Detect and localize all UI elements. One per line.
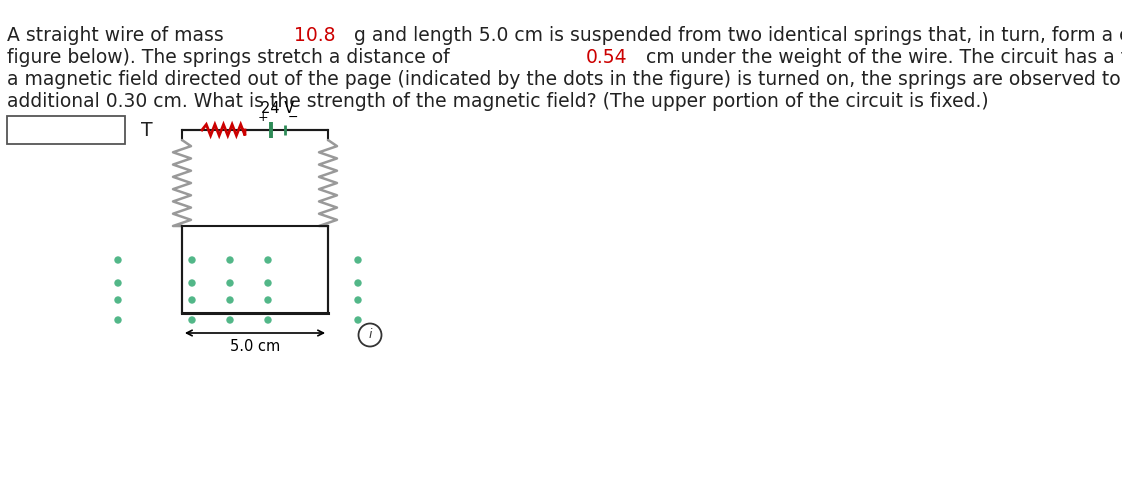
Circle shape — [188, 257, 195, 263]
Text: g and length 5.0 cm is suspended from two identical springs that, in turn, form : g and length 5.0 cm is suspended from tw… — [348, 26, 1122, 45]
Circle shape — [265, 297, 272, 303]
Text: figure below). The springs stretch a distance of: figure below). The springs stretch a dis… — [7, 48, 456, 67]
Text: i: i — [368, 328, 371, 341]
Circle shape — [227, 317, 233, 323]
Circle shape — [265, 317, 272, 323]
Circle shape — [355, 297, 361, 303]
Circle shape — [188, 280, 195, 286]
Circle shape — [188, 317, 195, 323]
Text: additional 0.30 cm. What is the strength of the magnetic field? (The upper porti: additional 0.30 cm. What is the strength… — [7, 92, 988, 111]
Circle shape — [227, 280, 233, 286]
Circle shape — [114, 317, 121, 323]
Text: +: + — [258, 111, 268, 124]
Circle shape — [114, 280, 121, 286]
Text: −: − — [287, 111, 298, 124]
Circle shape — [188, 297, 195, 303]
Circle shape — [355, 280, 361, 286]
Text: A straight wire of mass: A straight wire of mass — [7, 26, 230, 45]
Circle shape — [265, 257, 272, 263]
Text: T: T — [141, 121, 153, 140]
Circle shape — [114, 297, 121, 303]
Circle shape — [265, 280, 272, 286]
Text: cm under the weight of the wire. The circuit has a total resistance of: cm under the weight of the wire. The cir… — [640, 48, 1122, 67]
Circle shape — [227, 297, 233, 303]
Circle shape — [355, 257, 361, 263]
Text: 10.8: 10.8 — [294, 26, 335, 45]
Circle shape — [227, 257, 233, 263]
Text: 24 V: 24 V — [261, 101, 295, 116]
Circle shape — [355, 317, 361, 323]
Circle shape — [114, 257, 121, 263]
Text: 0.54: 0.54 — [586, 48, 627, 67]
Text: a magnetic field directed out of the page (indicated by the dots in the figure) : a magnetic field directed out of the pag… — [7, 70, 1122, 89]
Bar — [7, 116, 125, 144]
Text: 5.0 cm: 5.0 cm — [230, 339, 280, 354]
